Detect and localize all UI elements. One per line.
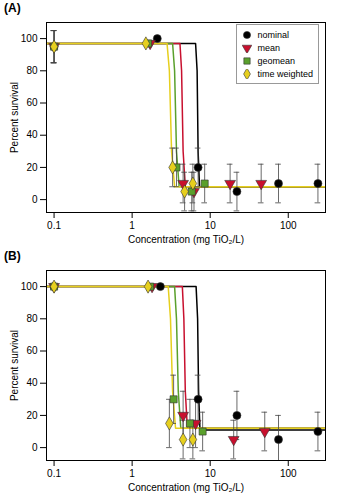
svg-text:100: 100 (280, 220, 297, 231)
svg-text:80: 80 (26, 65, 38, 76)
html-text:geomean: geomean (257, 55, 295, 66)
svg-text:40: 40 (26, 377, 38, 388)
html-text:time weighted: time weighted (257, 68, 313, 79)
html-text:(A): (A) (4, 1, 21, 15)
svg-text:Concentration (mg TiO₂/L): Concentration (mg TiO₂/L) (128, 482, 244, 493)
svg-text:0: 0 (32, 442, 38, 453)
svg-text:60: 60 (26, 345, 38, 356)
svg-text:60: 60 (26, 97, 38, 108)
svg-text:10: 10 (205, 468, 217, 479)
svg-text:100: 100 (21, 281, 38, 292)
svg-text:0.1: 0.1 (47, 468, 61, 479)
html-text:nominal: nominal (257, 29, 289, 40)
svg-text:0: 0 (32, 194, 38, 205)
html-text:mean: mean (257, 42, 280, 53)
svg-text:1: 1 (129, 220, 135, 231)
svg-text:100: 100 (21, 33, 38, 44)
svg-text:80: 80 (26, 313, 38, 324)
svg-text:20: 20 (26, 410, 38, 421)
svg-text:20: 20 (26, 162, 38, 173)
html-text:(B): (B) (4, 249, 21, 263)
svg-text:1: 1 (129, 468, 135, 479)
svg-text:Percent survival: Percent survival (9, 82, 20, 153)
svg-text:10: 10 (205, 220, 217, 231)
svg-text:0.1: 0.1 (47, 220, 61, 231)
svg-text:Concentration (mg TiO₂/L): Concentration (mg TiO₂/L) (128, 234, 244, 245)
svg-text:Percent survival: Percent survival (9, 330, 20, 401)
svg-text:100: 100 (280, 468, 297, 479)
svg-text:40: 40 (26, 129, 38, 140)
